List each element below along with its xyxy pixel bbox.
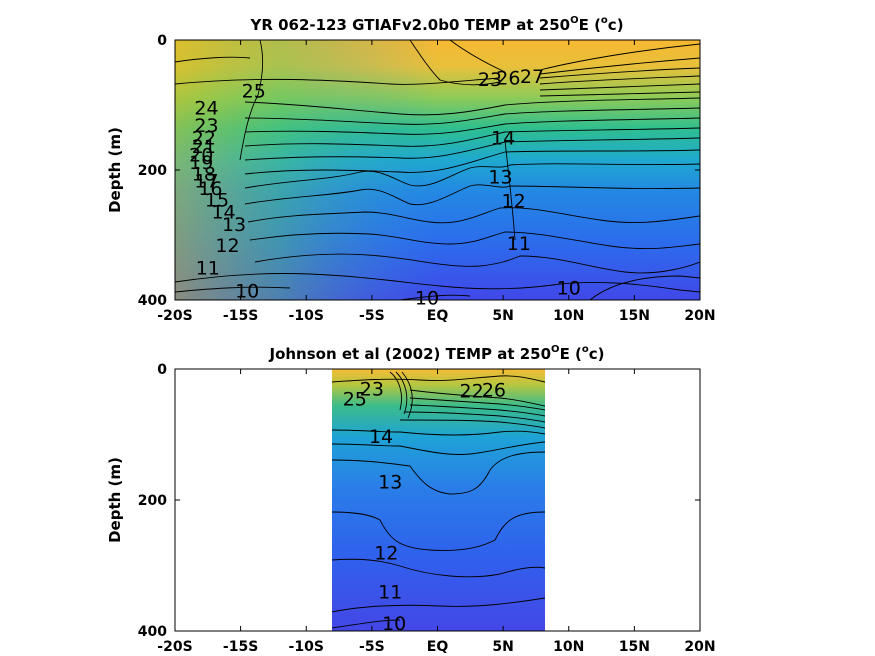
top-contour-label: 12 <box>502 191 526 213</box>
top-contour-label: 10 <box>415 287 439 309</box>
bottom-y-ticks: 0 200 400 <box>138 362 700 640</box>
top-contour-label: 24 <box>194 98 218 120</box>
top-xtick-label: EQ <box>427 308 449 324</box>
top-contour-label: 16 <box>198 178 222 200</box>
top-contour-label: 26 <box>496 68 520 90</box>
top-title: YR 062-123 GTIAFv2.0b0 TEMP at 250OE (oc… <box>249 15 623 34</box>
bottom-title: Johnson et al (2002) TEMP at 250OE (oc) <box>268 344 604 363</box>
top-xtick-label: -15S <box>223 308 258 324</box>
top-contour-label: 25 <box>242 81 266 103</box>
top-contour-label: 21 <box>192 136 216 158</box>
bottom-xtick-label: EQ <box>427 639 449 655</box>
bottom-contour-label: 13 <box>378 472 402 494</box>
bottom-contour-label: 23 <box>360 379 384 401</box>
bottom-ytick-label: 400 <box>138 624 167 640</box>
top-contour-label: 22 <box>192 128 216 150</box>
top-color-field <box>175 40 700 300</box>
top-contour-label: 23 <box>194 115 218 137</box>
bottom-contour-lines <box>332 371 545 629</box>
bottom-color-field <box>332 369 545 631</box>
top-contour-label: 17 <box>194 170 218 192</box>
bottom-contour-label: 10 <box>382 613 406 635</box>
top-contour-label: 10 <box>235 280 259 302</box>
bottom-ytick-label: 0 <box>157 362 167 378</box>
top-contour-label: 14 <box>491 128 515 150</box>
top-contour-label: 18 <box>192 163 216 185</box>
top-x-ticks: -20S -15S -10S -5S EQ 5N 10N 15N 20N <box>157 40 716 324</box>
top-contour-label: 15 <box>205 189 229 211</box>
top-contour-label: 23 <box>478 69 502 91</box>
top-contour-label: 10 <box>557 278 581 300</box>
top-contour-label: 11 <box>196 258 220 280</box>
top-xtick-label: 5N <box>492 308 513 324</box>
bottom-xtick-label: 5N <box>492 639 513 655</box>
bottom-xtick-label: 20N <box>684 639 715 655</box>
bottom-xtick-label: -15S <box>223 639 258 655</box>
top-contour-label: 20 <box>189 144 213 166</box>
top-panel: YR 062-123 GTIAFv2.0b0 TEMP at 250OE (oc… <box>106 15 716 324</box>
top-y-ticks: 0 200 400 <box>138 33 700 309</box>
top-contour-label: 27 <box>520 66 544 88</box>
top-xtick-label: 15N <box>619 308 650 324</box>
top-contour-label: 19 <box>189 152 213 174</box>
top-xtick-label: -10S <box>289 308 324 324</box>
top-ytick-label: 400 <box>138 293 167 309</box>
bottom-panel: Johnson et al (2002) TEMP at 250OE (oc) <box>106 344 716 655</box>
bottom-xtick-label: -20S <box>157 639 192 655</box>
bottom-xtick-label: 10N <box>553 639 584 655</box>
bottom-xtick-label: -10S <box>289 639 324 655</box>
bottom-contour-label: 22 <box>460 381 484 403</box>
top-contour-label: 13 <box>488 167 512 189</box>
top-contour-label: 11 <box>507 233 531 255</box>
top-contour-label: 13 <box>222 214 246 236</box>
top-contour-lines <box>175 40 700 300</box>
top-contour-label: 14 <box>211 202 235 224</box>
top-ytick-label: 200 <box>138 163 167 179</box>
bottom-ylabel: Depth (m) <box>106 457 124 543</box>
bottom-xtick-label: -5S <box>359 639 385 655</box>
bottom-contour-label: 25 <box>343 388 367 410</box>
bottom-contour-label: 11 <box>378 582 402 604</box>
bottom-xtick-label: 15N <box>619 639 650 655</box>
top-xtick-label: -5S <box>359 308 385 324</box>
top-contour-label: 12 <box>215 235 239 257</box>
top-ytick-label: 0 <box>157 33 167 49</box>
bottom-contour-label: 14 <box>369 426 393 448</box>
top-ylabel: Depth (m) <box>106 127 124 213</box>
bottom-ytick-label: 200 <box>138 493 167 509</box>
bottom-contour-label: 12 <box>374 542 398 564</box>
bottom-contour-label: 26 <box>482 379 506 401</box>
bottom-x-ticks: -20S -15S -10S -5S EQ 5N 10N 15N 20N <box>157 369 716 655</box>
top-xtick-label: 20N <box>684 308 715 324</box>
top-xtick-label: 10N <box>553 308 584 324</box>
top-xtick-label: -20S <box>157 308 192 324</box>
